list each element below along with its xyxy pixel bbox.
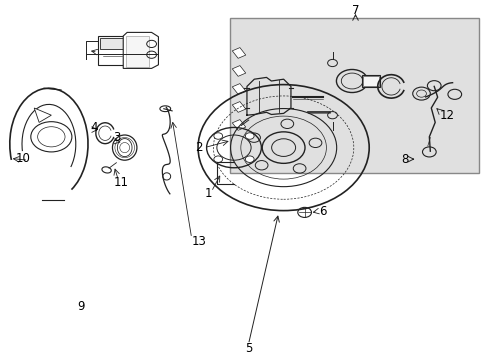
Bar <box>362 76 379 86</box>
Bar <box>100 38 124 49</box>
Circle shape <box>213 156 222 162</box>
Polygon shape <box>125 36 148 67</box>
Text: 13: 13 <box>191 235 206 248</box>
Polygon shape <box>123 32 158 68</box>
Text: 3: 3 <box>112 131 120 144</box>
Bar <box>232 48 245 58</box>
Text: 12: 12 <box>439 109 454 122</box>
Text: 2: 2 <box>195 141 203 154</box>
Text: 10: 10 <box>16 152 31 165</box>
Bar <box>232 102 245 112</box>
Bar <box>98 36 127 65</box>
Bar <box>232 84 245 94</box>
Text: 11: 11 <box>114 176 128 189</box>
Polygon shape <box>34 108 51 122</box>
Text: 8: 8 <box>400 153 407 166</box>
Bar <box>229 18 478 173</box>
Text: 5: 5 <box>244 342 252 355</box>
Bar <box>232 120 245 130</box>
Bar <box>361 75 380 87</box>
Circle shape <box>245 156 254 162</box>
Text: 1: 1 <box>204 187 212 200</box>
Text: 6: 6 <box>318 205 325 218</box>
Text: 9: 9 <box>77 300 84 313</box>
Circle shape <box>245 133 254 139</box>
Bar <box>232 66 245 76</box>
Circle shape <box>213 133 222 139</box>
Text: 7: 7 <box>351 4 359 17</box>
Text: 4: 4 <box>90 121 98 134</box>
